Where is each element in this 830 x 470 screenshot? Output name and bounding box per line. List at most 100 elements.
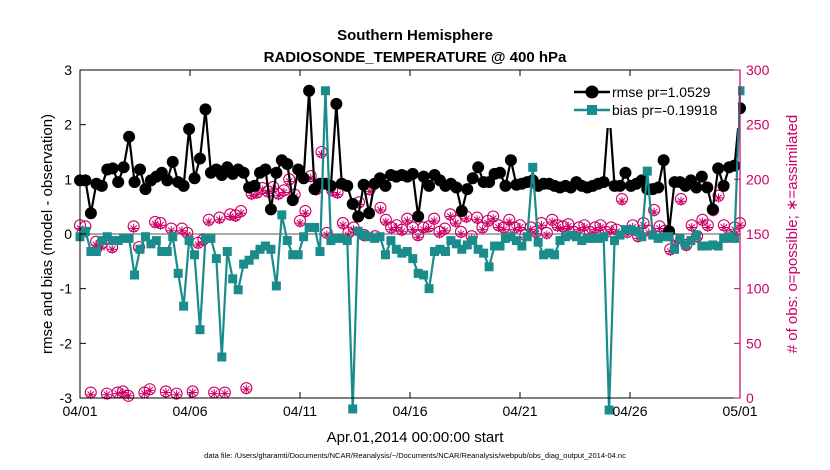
- bias-point: [599, 232, 609, 242]
- obs-assimilated-point: [392, 222, 402, 232]
- obs-assimilated-point: [719, 222, 729, 232]
- obs-assimilated-point: [107, 244, 117, 254]
- obs-assimilated-point: [220, 389, 230, 399]
- y2-tick-label: 100: [746, 281, 770, 297]
- obs-assimilated-point: [477, 225, 487, 235]
- obs-assimilated-point: [182, 230, 192, 240]
- obs-assimilated-point: [472, 215, 482, 225]
- bias-point: [386, 236, 396, 246]
- bias-point: [359, 230, 369, 240]
- y-tick-label: 1: [64, 171, 72, 187]
- bias-point: [266, 244, 276, 254]
- obs-assimilated-point: [343, 230, 353, 240]
- y-tick-label: -2: [60, 335, 73, 351]
- bias-point: [680, 240, 690, 250]
- obs-assimilated-point: [231, 213, 241, 223]
- bias-point: [539, 250, 549, 260]
- obs-assimilated-point: [252, 190, 262, 200]
- obs-assimilated-point: [440, 226, 450, 236]
- x-tick-label: 04/16: [392, 403, 427, 419]
- rmse-point: [706, 203, 719, 216]
- y-tick-label: 3: [64, 62, 72, 78]
- bias-point: [342, 236, 352, 246]
- obs-assimilated-point: [204, 217, 214, 227]
- bias-point: [506, 232, 516, 242]
- obs-assimilated-point: [590, 225, 600, 235]
- y2-tick-label: 300: [746, 62, 770, 78]
- y-axis-right: 0 50 100 150 200 250 300: [734, 62, 770, 406]
- rmse-point: [406, 167, 419, 180]
- rmse-point: [461, 183, 474, 196]
- bias-point: [511, 236, 521, 246]
- rmse-point: [303, 84, 316, 97]
- bias-point: [670, 244, 680, 254]
- obs-assimilated-point: [306, 173, 316, 183]
- bias-point: [566, 230, 576, 240]
- y2-axis-label: # of obs: o=possible; ∗=assimilated: [784, 115, 801, 354]
- rmse-point: [264, 203, 277, 216]
- rmse-point: [412, 210, 425, 223]
- obs-assimilated-point: [279, 187, 289, 197]
- bias-point: [173, 268, 183, 278]
- rmse-point: [472, 161, 485, 174]
- y2-tick-label: 0: [746, 390, 754, 406]
- y-axis-label: rmse and bias (model - observation): [39, 114, 56, 354]
- obs-assimilated-point: [617, 196, 627, 206]
- obs-assimilated-point: [123, 391, 133, 401]
- bias-point: [615, 230, 625, 240]
- y2-tick-label: 200: [746, 171, 770, 187]
- bias-point: [217, 352, 227, 362]
- bias-point: [151, 236, 161, 246]
- bias-point: [528, 162, 538, 172]
- rmse-point: [286, 194, 299, 207]
- rmse-point: [183, 123, 196, 136]
- bias-point: [190, 250, 200, 260]
- obs-assimilated-point: [188, 388, 198, 398]
- obs-assimilated-point: [129, 224, 139, 234]
- rmse-point: [657, 154, 670, 167]
- obs-assimilated-point: [247, 191, 257, 201]
- bias-point: [648, 230, 658, 240]
- bias-point: [233, 285, 243, 295]
- bias-point: [626, 225, 636, 235]
- rmse-point: [597, 176, 610, 189]
- bias-point: [304, 222, 314, 232]
- obs-assimilated-point: [274, 191, 284, 201]
- obs-assimilated-point: [365, 186, 375, 196]
- bias-point: [348, 404, 358, 414]
- bias-point: [484, 262, 494, 272]
- obs-assimilated-point: [595, 222, 605, 232]
- rmse-point: [635, 174, 648, 187]
- bias-point: [293, 250, 303, 260]
- bias-point: [353, 226, 363, 236]
- bias-point: [162, 246, 172, 256]
- obs-assimilated-point: [327, 187, 337, 197]
- obs-assimilated-point: [161, 388, 171, 398]
- bias-point: [364, 232, 374, 242]
- bias-point: [130, 270, 140, 280]
- obs-assimilated-point: [333, 190, 343, 200]
- rmse-point: [292, 163, 305, 176]
- rmse-point: [466, 172, 479, 185]
- bias-point: [479, 248, 489, 258]
- bias-point: [108, 236, 118, 246]
- bias-point: [288, 250, 298, 260]
- bias-point: [713, 241, 723, 251]
- rmse-point: [346, 197, 359, 210]
- bias-point: [80, 226, 90, 236]
- bias-point: [446, 236, 456, 246]
- bias-point: [250, 250, 260, 260]
- rmse-point: [330, 97, 343, 110]
- bias-point: [550, 250, 560, 260]
- rmse-point: [712, 162, 725, 175]
- obs-assimilated-point: [338, 220, 348, 230]
- bias-point: [380, 250, 390, 260]
- bias-point: [370, 233, 380, 243]
- bias-point: [610, 236, 620, 246]
- rmse-point: [504, 154, 517, 167]
- x-tick-label: 04/21: [502, 403, 537, 419]
- x-tick-label: 04/26: [612, 403, 647, 419]
- y2-tick-label: 50: [746, 335, 762, 351]
- legend-rmse-label: rmse pr=1.0529: [612, 84, 711, 100]
- rmse-point: [379, 179, 392, 192]
